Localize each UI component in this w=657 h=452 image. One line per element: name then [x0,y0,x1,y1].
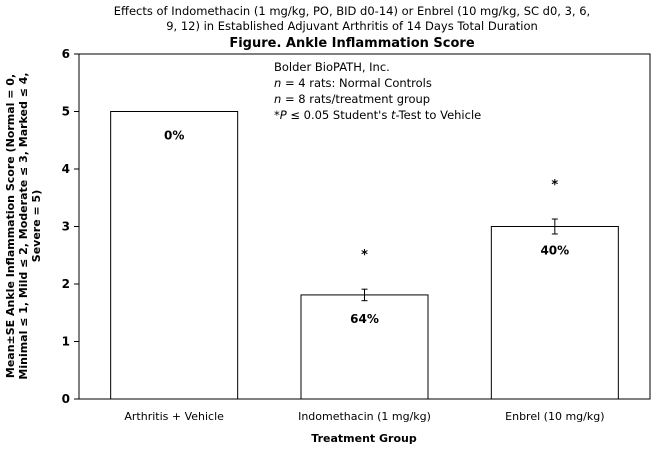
note-n-controls-rest: = 4 rats: Normal Controls [281,76,432,90]
note-n-treatment-rest: = 8 rats/treatment group [281,92,430,106]
y-tick-label-5: 5 [62,105,70,119]
y-axis-label-line-2: Minimal ≤ 1, Mild ≤ 2, Moderate ≤ 3, Mar… [17,72,30,379]
note-statistics: *P ≤ 0.05 Student's t-Test to Vehicle [274,108,481,122]
y-tick-label-4: 4 [62,162,70,176]
x-tick-label-0: Arthritis + Vehicle [124,410,224,423]
data-label-1: 64% [350,312,379,326]
y-tick-label-2: 2 [62,277,70,291]
y-tick-label-1: 1 [62,335,70,349]
note-stat-prefix: * [274,108,280,122]
note-stat-rest: -Test to Vehicle [396,108,482,122]
notes-block: Bolder BioPATH, Inc. n = 4 rats: Normal … [274,60,481,122]
data-label-0: 0% [164,129,184,143]
y-tick-label-6: 6 [62,47,70,61]
bar-1 [300,294,429,400]
y-axis-label: Mean±SE Ankle Inflammation Score (Normal… [4,72,43,379]
y-axis-ticks: 0 1 2 3 4 5 6 [62,47,79,406]
note-n-treatment-var: n [274,92,281,106]
chart-subtitle-line-1: Effects of Indomethacin (1 mg/kg, PO, BI… [114,4,590,18]
note-n-treatment: n = 8 rats/treatment group [274,92,430,106]
chart-title: Figure. Ankle Inflammation Score [229,36,475,51]
note-stat-mid: ≤ 0.05 Student's [287,108,391,122]
bar-2 [490,226,619,400]
note-stat-p: P [280,108,287,122]
y-axis-label-line-1: Mean±SE Ankle Inflammation Score (Normal… [4,74,17,378]
note-n-controls: n = 4 rats: Normal Controls [274,76,432,90]
bar-0 [110,111,239,400]
x-tick-label-1: Indomethacin (1 mg/kg) [298,410,431,423]
x-axis-label: Treatment Group [311,432,417,445]
y-tick-label-3: 3 [62,220,70,234]
chart-subtitle-line-2: 9, 12) in Established Adjuvant Arthritis… [166,19,538,33]
note-lab: Bolder BioPATH, Inc. [274,60,390,74]
significance-marker-1: * [361,248,368,263]
significance-marker-2: * [551,178,558,193]
y-tick-label-0: 0 [62,392,70,406]
note-n-controls-var: n [274,76,281,90]
note-stat-t: t [391,108,396,122]
x-tick-label-2: Enbrel (10 mg/kg) [505,410,604,423]
data-label-2: 40% [540,244,569,258]
bar-series: 0% Arthritis + Vehicle * 64% Indomethacin (1… [110,111,619,423]
y-axis-label-line-3: Severe = 5) [30,190,43,262]
